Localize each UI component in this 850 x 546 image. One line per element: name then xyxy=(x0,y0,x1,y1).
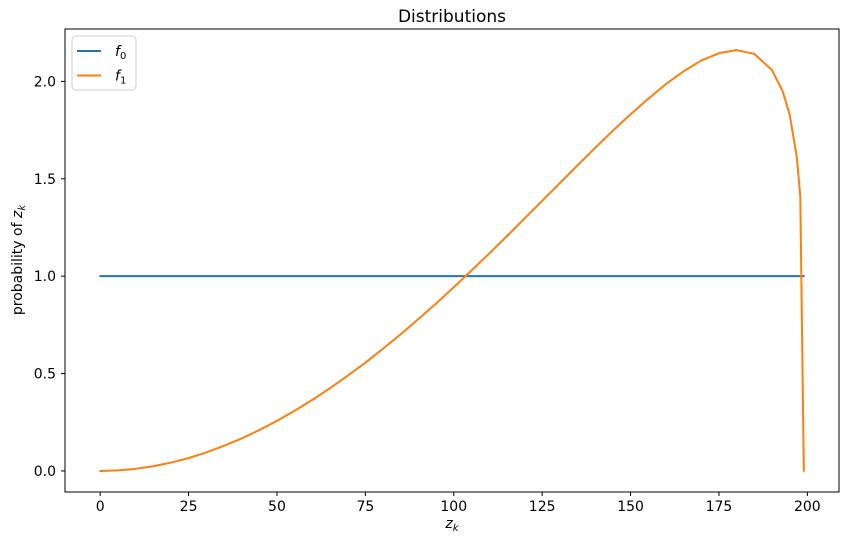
y-axis-label: probability of zk xyxy=(10,204,28,315)
legend: f0 f1 xyxy=(71,35,137,91)
x-tick-label: 25 xyxy=(180,499,198,515)
x-tick-label: 125 xyxy=(529,499,556,515)
series-line-f1 xyxy=(99,49,805,472)
y-tick-label: 1.0 xyxy=(34,269,56,285)
legend-label-f1: f1 xyxy=(115,69,126,87)
plot-area xyxy=(64,28,840,493)
y-tick-label: 0.0 xyxy=(34,464,56,480)
y-tick-label: 1.5 xyxy=(34,172,56,188)
x-tick-label: 75 xyxy=(356,499,374,515)
legend-label-f0: f0 xyxy=(115,44,126,62)
series-lines xyxy=(99,49,805,472)
legend-box xyxy=(71,35,137,91)
chart-title: Distributions xyxy=(398,7,506,27)
x-tick-label: 50 xyxy=(268,499,286,515)
x-tick-label: 150 xyxy=(617,499,644,515)
x-axis-ticks: 0 25 50 75 100 125 150 175 200 xyxy=(96,492,821,515)
x-tick-label: 175 xyxy=(706,499,733,515)
x-tick-label: 200 xyxy=(794,499,821,515)
y-tick-label: 0.5 xyxy=(34,367,56,383)
x-tick-label: 100 xyxy=(440,499,467,515)
y-tick-label: 2.0 xyxy=(34,74,56,90)
y-axis-ticks: 0.0 0.5 1.0 1.5 2.0 xyxy=(34,74,65,480)
x-axis-label: zk xyxy=(444,516,459,534)
x-tick-label: 0 xyxy=(96,499,105,515)
